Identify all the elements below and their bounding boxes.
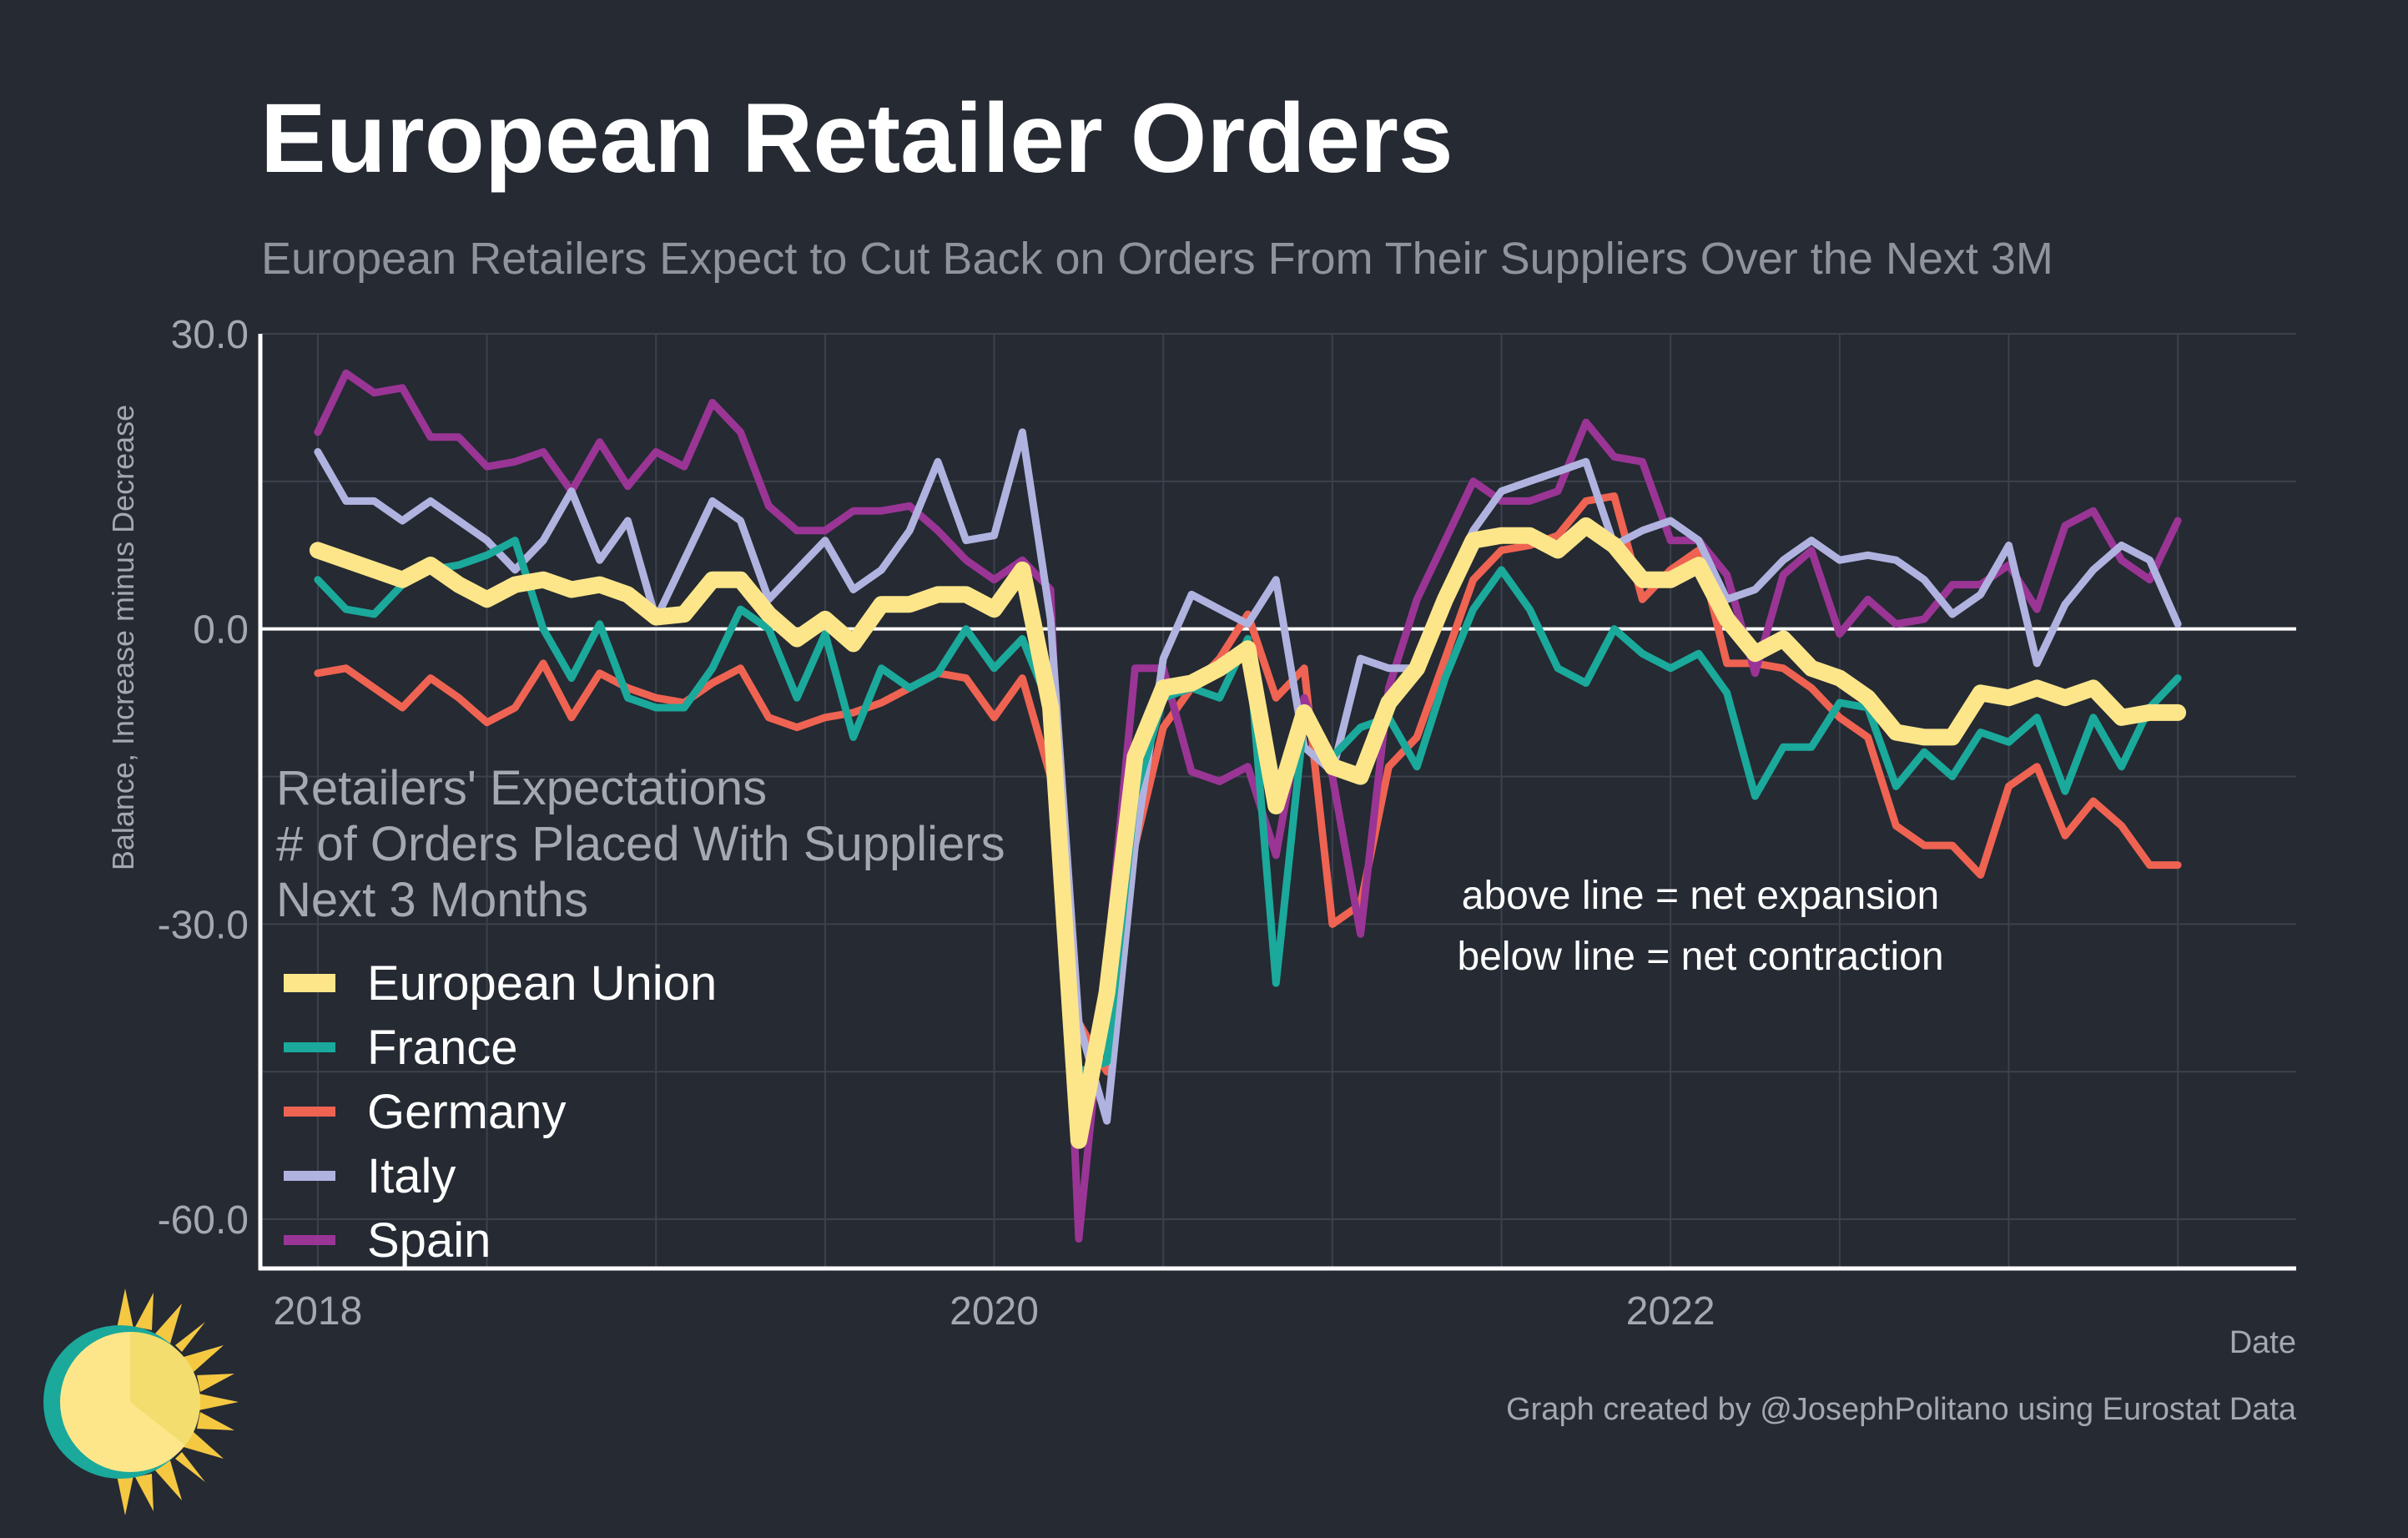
x-tick-label: 2020 — [950, 1289, 1039, 1334]
annotation-contraction: below line = net contraction — [1457, 935, 1943, 979]
y-tick-label: 0.0 — [193, 608, 249, 653]
annotation-expansion: above line = net expansion — [1462, 874, 1939, 918]
y-tick-label: -30.0 — [158, 903, 249, 947]
y-tick-label: -60.0 — [158, 1198, 249, 1243]
series-line-italy — [314, 428, 2182, 1125]
y-axis-label: Balance, Increase minus Decrease — [106, 405, 140, 870]
legend-label-italy: Italy — [367, 1149, 456, 1203]
x-tick-label: 2022 — [1626, 1289, 1715, 1334]
x-tick-labels: 2018 2020 2022 — [274, 1289, 1715, 1334]
y-tick-label: 30.0 — [171, 313, 249, 357]
chart-title: European Retailer Orders — [260, 83, 1453, 194]
sun-logo-icon — [43, 1288, 239, 1515]
legend: European Union France Germany Italy Spain — [284, 956, 717, 1268]
legend-label-spain: Spain — [367, 1213, 491, 1268]
series-line-eu — [309, 517, 2187, 1149]
annotation-box: Retailers' Expectations # of Orders Plac… — [276, 761, 1005, 927]
x-tick-label: 2018 — [274, 1289, 363, 1334]
chart-subtitle: European Retailers Expect to Cut Back on… — [261, 234, 2053, 284]
y-tick-labels: 30.0 0.0 -30.0 -60.0 — [158, 313, 249, 1243]
zero-line-annotation: above line = net expansion below line = … — [1457, 874, 1943, 979]
axes — [258, 334, 2296, 1271]
series-line-spain — [314, 369, 2182, 1243]
annotation-box-line-2: # of Orders Placed With Suppliers — [276, 817, 1005, 871]
legend-label-eu: European Union — [367, 956, 717, 1011]
legend-label-france: France — [367, 1021, 518, 1075]
credit-text: Graph created by @JosephPolitano using E… — [1506, 1392, 2297, 1427]
grid-lines — [260, 333, 2296, 1268]
x-axis-label: Date — [2229, 1325, 2296, 1360]
series-lines — [309, 369, 2187, 1243]
annotation-box-line-1: Retailers' Expectations — [276, 761, 767, 815]
legend-label-germany: Germany — [367, 1085, 567, 1139]
annotation-box-line-3: Next 3 Months — [276, 873, 588, 927]
